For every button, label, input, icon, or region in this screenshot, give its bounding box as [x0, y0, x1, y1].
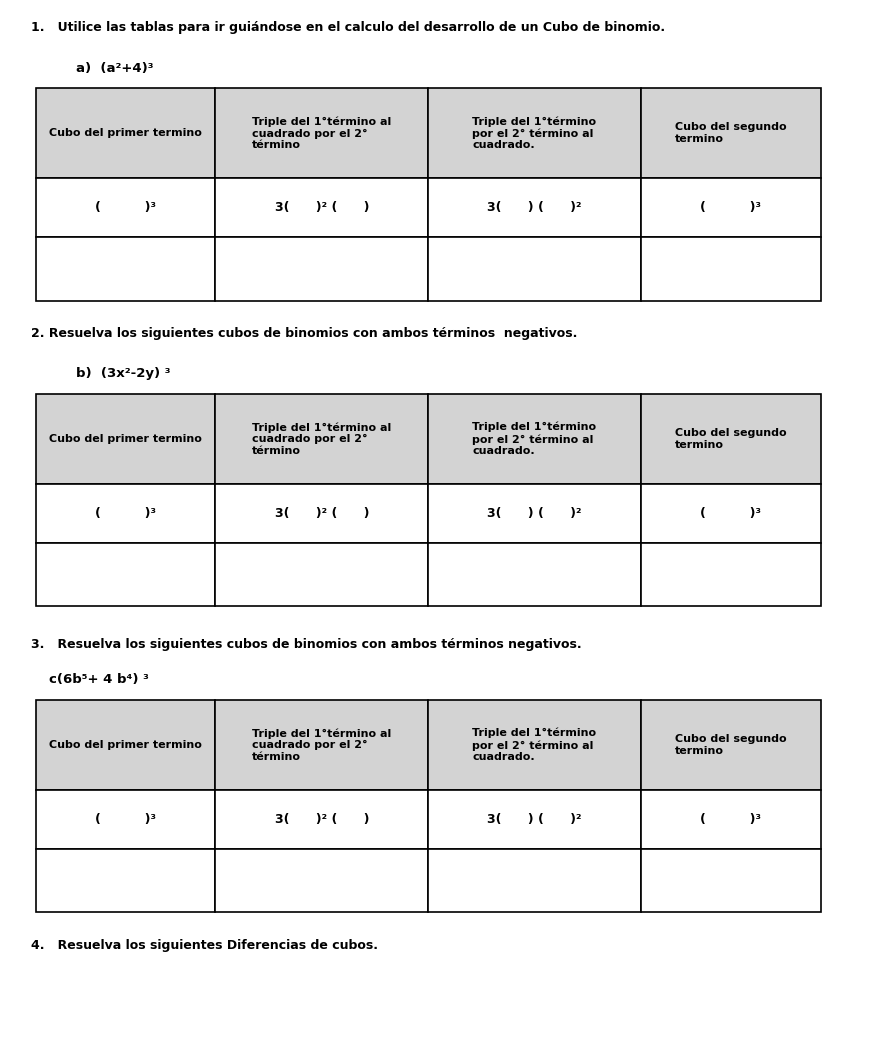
- Text: 3.   Resuelva los siguientes cubos de binomios con ambos términos negativos.: 3. Resuelva los siguientes cubos de bino…: [31, 638, 581, 651]
- FancyBboxPatch shape: [428, 700, 641, 790]
- Text: 3(      ) (      )²: 3( ) ( )²: [487, 201, 581, 215]
- Text: 3(      )² (      ): 3( )² ( ): [275, 812, 369, 826]
- Text: c(6b⁵+ 4 b⁴) ³: c(6b⁵+ 4 b⁴) ³: [49, 673, 148, 686]
- FancyBboxPatch shape: [641, 484, 821, 543]
- FancyBboxPatch shape: [641, 790, 821, 849]
- Text: Cubo del primer termino: Cubo del primer termino: [49, 129, 202, 138]
- FancyBboxPatch shape: [36, 88, 215, 178]
- Text: Cubo del segundo
termino: Cubo del segundo termino: [675, 734, 787, 756]
- FancyBboxPatch shape: [428, 484, 641, 543]
- FancyBboxPatch shape: [215, 394, 428, 484]
- Text: (          )³: ( )³: [701, 812, 761, 826]
- Text: 3(      ) (      )²: 3( ) ( )²: [487, 812, 581, 826]
- FancyBboxPatch shape: [215, 178, 428, 237]
- FancyBboxPatch shape: [641, 849, 821, 912]
- FancyBboxPatch shape: [641, 543, 821, 606]
- Text: a)  (a²+4)³: a) (a²+4)³: [76, 62, 153, 74]
- FancyBboxPatch shape: [641, 700, 821, 790]
- Text: (          )³: ( )³: [95, 812, 156, 826]
- FancyBboxPatch shape: [428, 543, 641, 606]
- FancyBboxPatch shape: [215, 237, 428, 301]
- FancyBboxPatch shape: [215, 849, 428, 912]
- FancyBboxPatch shape: [215, 543, 428, 606]
- Text: Cubo del segundo
termino: Cubo del segundo termino: [675, 428, 787, 450]
- Text: 3(      )² (      ): 3( )² ( ): [275, 507, 369, 520]
- FancyBboxPatch shape: [36, 484, 215, 543]
- Text: 4.   Resuelva los siguientes Diferencias de cubos.: 4. Resuelva los siguientes Diferencias d…: [31, 939, 378, 952]
- FancyBboxPatch shape: [215, 484, 428, 543]
- FancyBboxPatch shape: [36, 543, 215, 606]
- Text: (          )³: ( )³: [95, 201, 156, 215]
- FancyBboxPatch shape: [36, 849, 215, 912]
- Text: 1.   Utilice las tablas para ir guiándose en el calculo del desarrollo de un Cub: 1. Utilice las tablas para ir guiándose …: [31, 21, 665, 34]
- Text: Triple del 1°término al
cuadrado por el 2°
término: Triple del 1°término al cuadrado por el …: [252, 729, 391, 761]
- Text: (          )³: ( )³: [95, 507, 156, 520]
- Text: Cubo del primer termino: Cubo del primer termino: [49, 434, 202, 444]
- FancyBboxPatch shape: [36, 700, 215, 790]
- FancyBboxPatch shape: [215, 790, 428, 849]
- Text: (          )³: ( )³: [701, 507, 761, 520]
- FancyBboxPatch shape: [641, 237, 821, 301]
- FancyBboxPatch shape: [36, 394, 215, 484]
- Text: (          )³: ( )³: [701, 201, 761, 215]
- FancyBboxPatch shape: [641, 178, 821, 237]
- Text: Triple del 1°término al
cuadrado por el 2°
término: Triple del 1°término al cuadrado por el …: [252, 117, 391, 150]
- FancyBboxPatch shape: [428, 88, 641, 178]
- FancyBboxPatch shape: [641, 394, 821, 484]
- Text: 3(      ) (      )²: 3( ) ( )²: [487, 507, 581, 520]
- Text: Triple del 1°término
por el 2° término al
cuadrado.: Triple del 1°término por el 2° término a…: [472, 422, 597, 457]
- Text: Triple del 1°término
por el 2° término al
cuadrado.: Triple del 1°término por el 2° término a…: [472, 727, 597, 763]
- FancyBboxPatch shape: [215, 88, 428, 178]
- FancyBboxPatch shape: [428, 178, 641, 237]
- FancyBboxPatch shape: [36, 790, 215, 849]
- Text: Triple del 1°término al
cuadrado por el 2°
término: Triple del 1°término al cuadrado por el …: [252, 423, 391, 456]
- FancyBboxPatch shape: [36, 178, 215, 237]
- FancyBboxPatch shape: [428, 237, 641, 301]
- FancyBboxPatch shape: [641, 88, 821, 178]
- FancyBboxPatch shape: [428, 790, 641, 849]
- Text: 2. Resuelva los siguientes cubos de binomios con ambos términos  negativos.: 2. Resuelva los siguientes cubos de bino…: [31, 327, 578, 340]
- Text: Triple del 1°término
por el 2° término al
cuadrado.: Triple del 1°término por el 2° término a…: [472, 116, 597, 151]
- Text: b)  (3x²-2y) ³: b) (3x²-2y) ³: [76, 367, 170, 380]
- Text: Cubo del primer termino: Cubo del primer termino: [49, 740, 202, 750]
- FancyBboxPatch shape: [428, 394, 641, 484]
- FancyBboxPatch shape: [215, 700, 428, 790]
- Text: Cubo del segundo
termino: Cubo del segundo termino: [675, 122, 787, 144]
- FancyBboxPatch shape: [428, 849, 641, 912]
- Text: 3(      )² (      ): 3( )² ( ): [275, 201, 369, 215]
- FancyBboxPatch shape: [36, 237, 215, 301]
